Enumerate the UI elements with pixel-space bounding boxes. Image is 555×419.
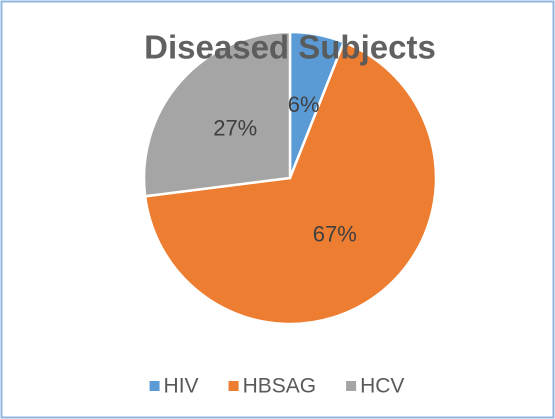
data-label: 67% [313, 221, 357, 246]
legend-swatch [228, 381, 239, 391]
pie-slice [142, 30, 292, 198]
slices [142, 30, 438, 326]
chart-title: Diseased Subjects [144, 29, 436, 66]
legend-label: HIV [164, 375, 199, 398]
pie-slice [143, 40, 438, 326]
legend-swatch [149, 381, 160, 391]
legend-swatch [346, 381, 357, 391]
legend-label: HBSAG [243, 375, 317, 398]
data-label: 6% [288, 92, 320, 117]
legend-label: HCV [360, 375, 404, 398]
data-label: 27% [213, 116, 257, 141]
